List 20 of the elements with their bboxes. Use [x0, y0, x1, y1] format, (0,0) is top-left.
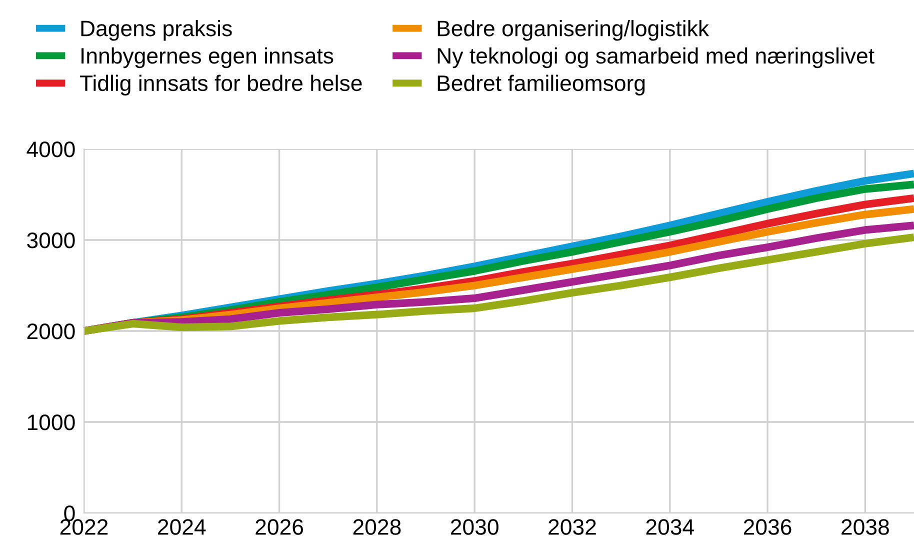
legend-label: Ny teknologi og samarbeid med næringslivet	[438, 47, 874, 68]
x-tick-label: 2038	[842, 519, 889, 535]
x-tick-label: 2022	[60, 519, 108, 535]
y-tick-label: 1000	[28, 414, 75, 430]
x-tick-label: 2028	[353, 519, 401, 535]
legend-label: Bedre organisering/logistikk	[438, 20, 710, 41]
y-tick-label: 0	[64, 506, 75, 522]
legend-label: Bedret familieomsorg	[438, 74, 645, 96]
y-tick-label: 2000	[27, 324, 75, 340]
x-tick-label: 2036	[744, 519, 792, 535]
x-tick-label: 2024	[158, 519, 206, 535]
y-tick-label: 4000	[26, 142, 75, 158]
legend-label: Innbygernes egen innsats	[82, 47, 334, 68]
legend-label: Tidlig innsats for bedre helse	[80, 74, 362, 96]
x-tick-label: 2026	[256, 519, 304, 535]
x-tick-label: 2034	[646, 519, 694, 535]
x-tick-label: 2030	[450, 519, 498, 535]
y-tick-label: 3000	[27, 232, 75, 248]
x-tick-label: 2032	[548, 519, 596, 535]
legend-label: Dagens praksis	[81, 20, 232, 41]
